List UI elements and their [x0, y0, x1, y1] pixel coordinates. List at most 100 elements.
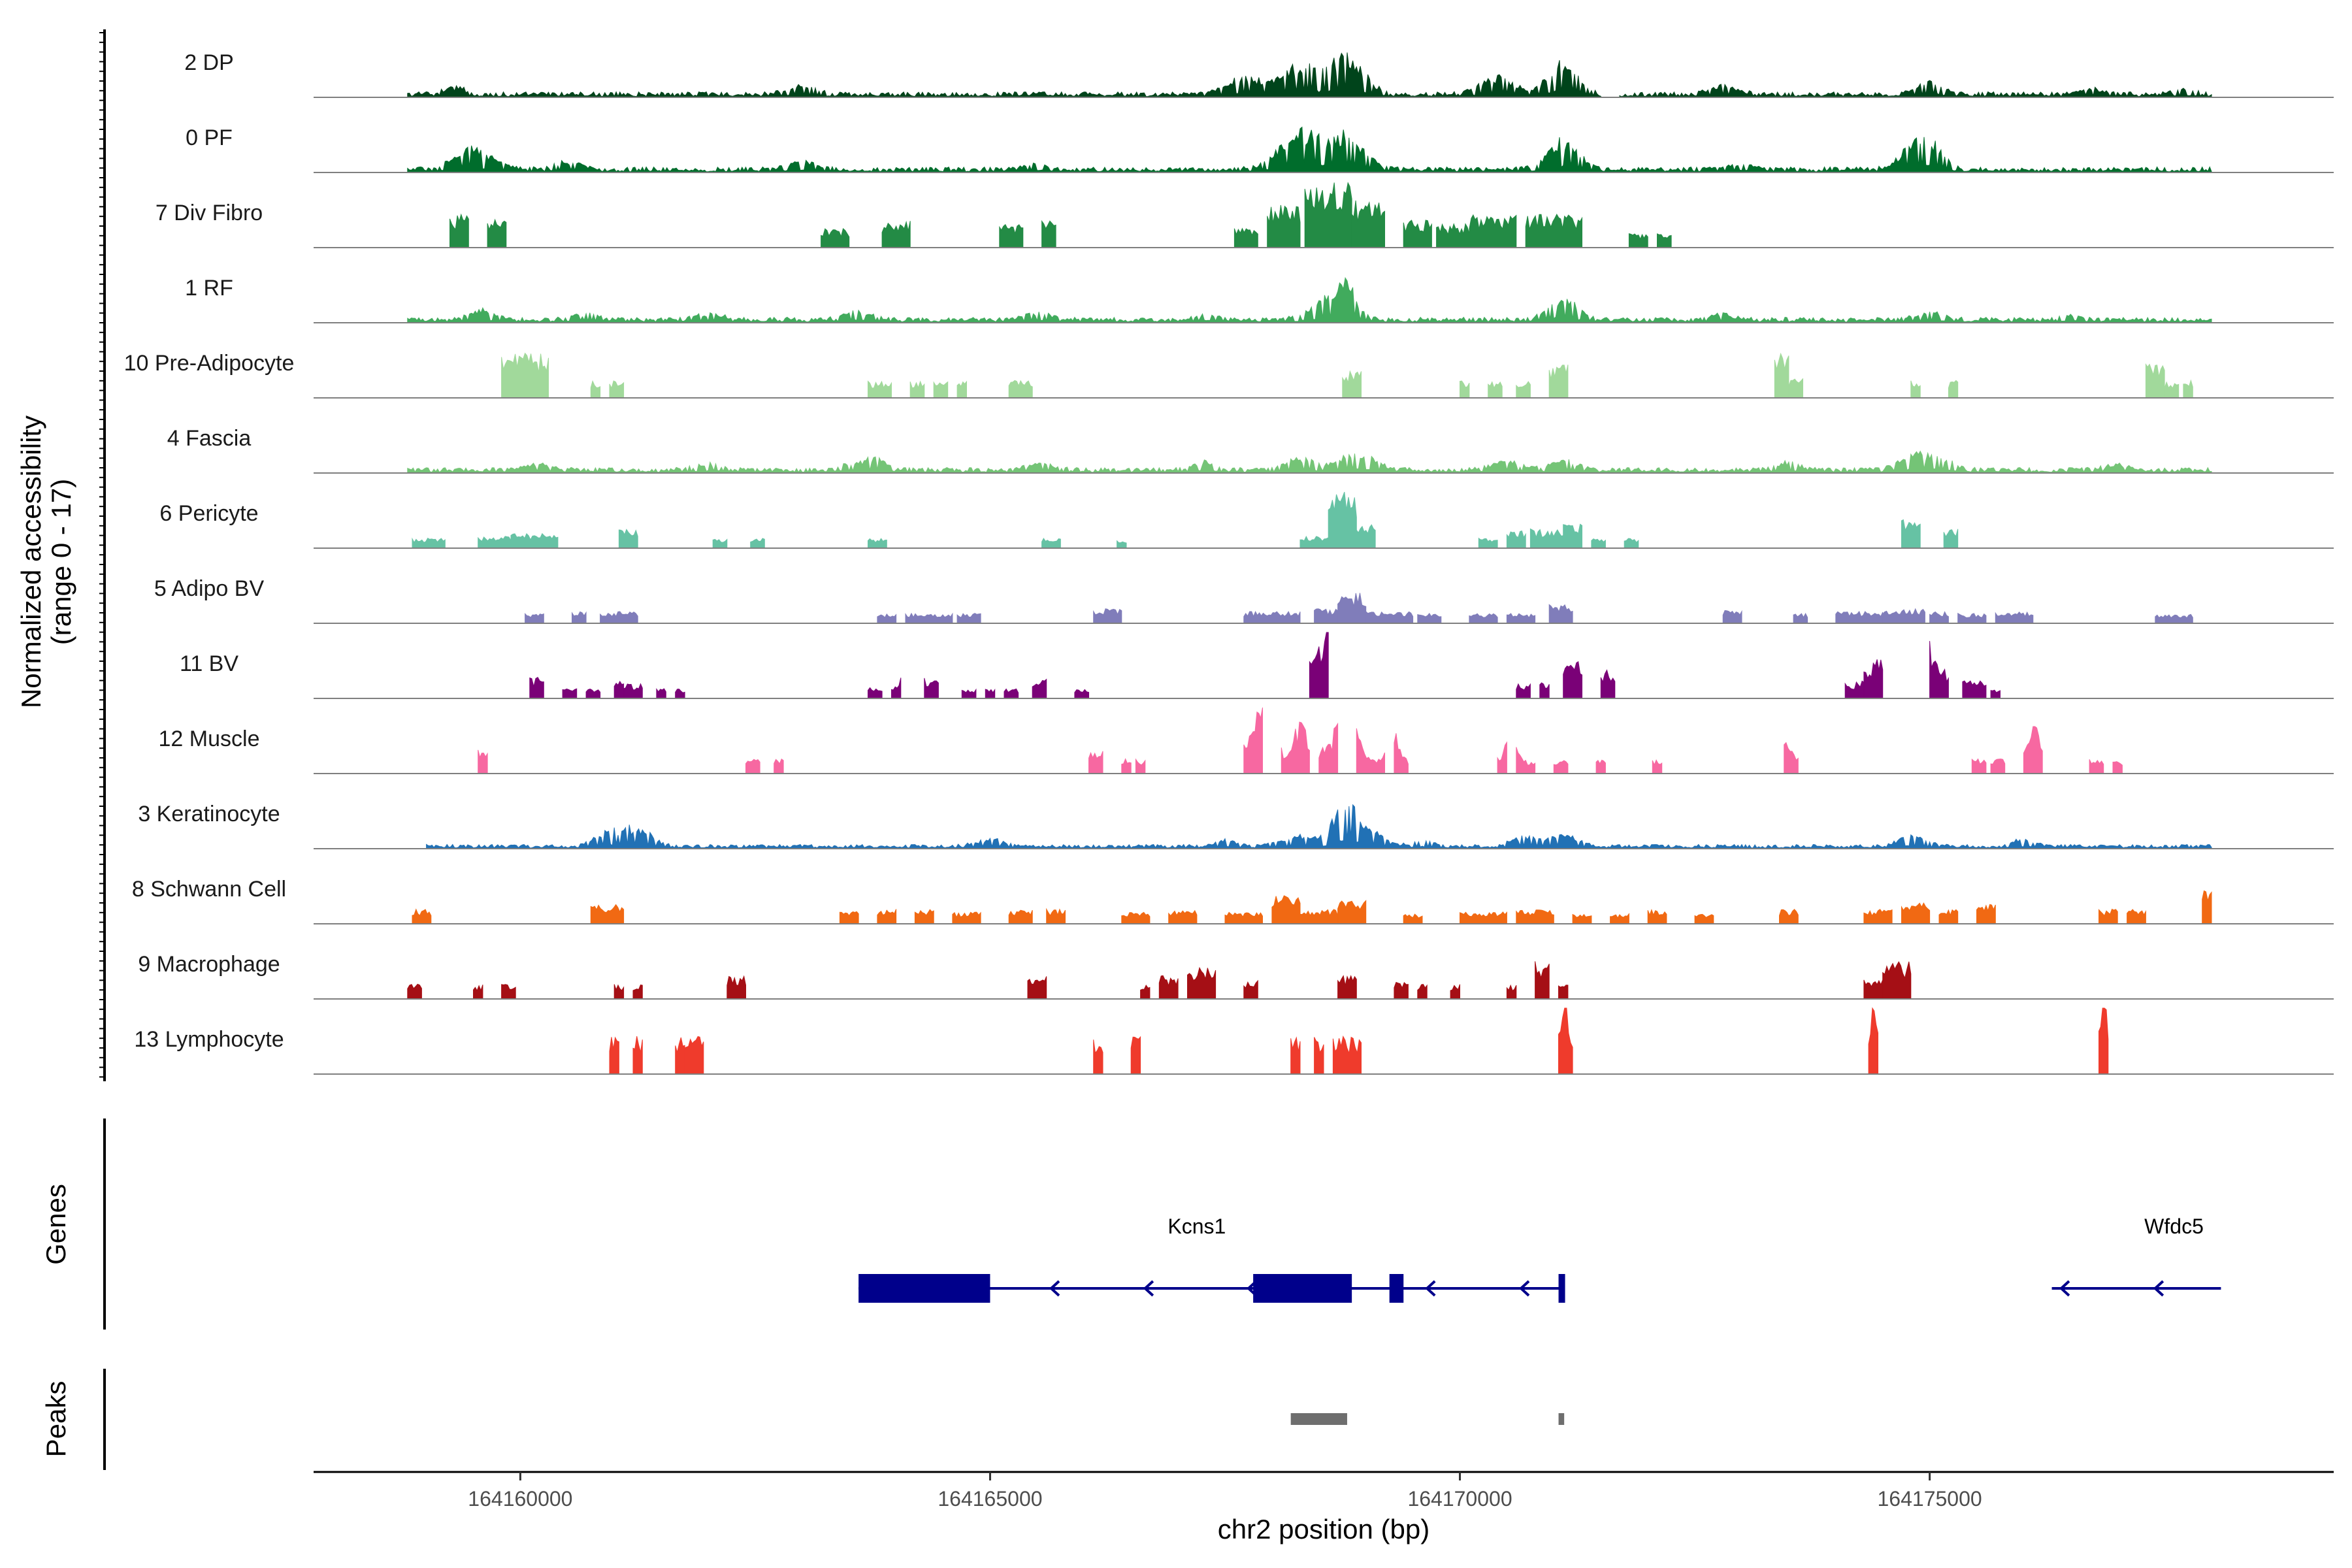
coverage-block	[1657, 233, 1672, 248]
coverage-block	[525, 613, 544, 623]
coverage-block	[1962, 680, 1987, 698]
coverage-block	[1910, 380, 1921, 398]
coverage-block	[1516, 381, 1531, 398]
track-4-fascia: 4 Fascia	[167, 426, 2334, 474]
track-8-schwann-cell: 8 Schwann Cell	[132, 877, 2334, 924]
coverage-block	[478, 536, 512, 548]
coverage-block	[632, 984, 643, 999]
coverage-block	[473, 985, 483, 999]
coverage-area	[1619, 80, 2212, 97]
coverage-block	[1774, 352, 1789, 398]
coverage-block	[1403, 220, 1432, 248]
coverage-block	[487, 218, 507, 248]
gene-kcns1: Kcns1	[858, 1215, 1565, 1303]
gene-exon	[1389, 1274, 1404, 1303]
coverage-tracks: 2 DP 0 PF 7 Div Fibro 1 RF 10 Pre-Adipocyte 4…	[124, 50, 2334, 1075]
coverage-y-axis	[99, 29, 106, 1081]
track-label: 4 Fascia	[167, 426, 252, 451]
coverage-block	[1365, 610, 1414, 623]
coverage-block	[1595, 759, 1606, 774]
coverage-block	[712, 538, 728, 548]
coverage-block	[1356, 524, 1376, 548]
track-9-macrophage: 9 Macrophage	[138, 952, 2334, 1000]
coverage-block	[1032, 678, 1047, 698]
coverage-area	[407, 277, 2212, 323]
coverage-block	[1694, 913, 1714, 924]
coverage-block	[1788, 378, 1803, 398]
coverage-block	[1304, 182, 1352, 248]
coverage-block	[1168, 909, 1198, 924]
x-axis-tick-label: 164160000	[468, 1487, 572, 1511]
coverage-block	[1506, 613, 1536, 623]
coverage-block	[585, 688, 601, 698]
strand-arrow	[1049, 1280, 1060, 1297]
track-label: 10 Pre-Adipocyte	[124, 351, 295, 376]
gene-label: Kcns1	[1168, 1215, 1226, 1238]
coverage-block	[1553, 760, 1569, 774]
coverage-block	[1784, 742, 1799, 774]
coverage-block	[868, 687, 883, 698]
coverage-block	[613, 984, 625, 999]
coverage-block	[1516, 747, 1536, 774]
coverage-block	[2023, 726, 2043, 774]
track-6-pericyte: 6 Pericyte	[159, 491, 2334, 549]
coverage-block	[1450, 984, 1460, 999]
coverage-block	[1299, 535, 1329, 548]
coverage-block	[1140, 984, 1151, 999]
coverage-block	[1314, 1037, 1324, 1074]
coverage-block	[1548, 604, 1573, 623]
gene-exon	[1558, 1274, 1565, 1303]
coverage-block	[590, 904, 625, 924]
coverage-block	[881, 220, 911, 248]
gene-models: Kcns1 Wfdc5	[858, 1215, 2221, 1303]
coverage-block	[1041, 220, 1056, 248]
coverage-block	[1135, 758, 1146, 774]
coverage-block	[1337, 900, 1367, 924]
coverage-block	[1628, 233, 1648, 248]
coverage-block	[1351, 200, 1385, 248]
coverage-block	[727, 975, 746, 999]
coverage-block	[1004, 688, 1019, 698]
peak-regions	[1290, 1413, 1565, 1425]
strand-arrow	[1519, 1280, 1530, 1297]
coverage-block	[1793, 613, 1808, 623]
coverage-block	[868, 538, 887, 548]
coverage-block	[877, 613, 897, 623]
coverage-block	[1008, 380, 1033, 398]
coverage-block	[1901, 902, 1931, 924]
coverage-block	[412, 537, 446, 548]
coverage-block	[1948, 380, 1959, 398]
y-axis-title-range: (range 0 - 17)	[46, 479, 76, 645]
x-axis-tick-label: 164165000	[938, 1487, 1042, 1511]
coverage-block	[1314, 608, 1339, 623]
coverage-block	[905, 612, 953, 623]
coverage-block	[1121, 758, 1132, 774]
peak-region	[1558, 1413, 1565, 1425]
coverage-block	[1506, 530, 1526, 548]
coverage-block	[501, 984, 516, 999]
coverage-block	[1008, 909, 1033, 924]
coverage-block	[1342, 370, 1362, 398]
coverage-block	[2164, 381, 2180, 398]
coverage-block	[510, 532, 559, 548]
coverage-block	[1041, 538, 1061, 548]
coverage-block	[1027, 976, 1047, 999]
gene-wfdc5: Wfdc5	[2051, 1215, 2221, 1297]
coverage-block	[1187, 966, 1217, 999]
coverage-block	[2089, 759, 2104, 774]
coverage-block	[1929, 641, 1949, 698]
coverage-block	[2202, 890, 2212, 924]
coverage-area	[407, 52, 1601, 97]
coverage-block	[985, 688, 996, 698]
y-axis-title: Normalized accessibility (range 0 - 17)	[16, 416, 76, 708]
coverage-block	[821, 227, 850, 248]
x-axis-tick-label: 164170000	[1407, 1487, 1512, 1511]
track-label: 1 RF	[185, 276, 233, 301]
track-10-pre-adipocyte: 10 Pre-Adipocyte	[124, 351, 2334, 399]
coverage-block	[1558, 1007, 1573, 1074]
coverage-block	[609, 1036, 619, 1074]
coverage-block	[868, 380, 892, 398]
coverage-block	[1093, 1039, 1103, 1074]
coverage-block	[1356, 728, 1385, 774]
coverage-block	[1563, 523, 1582, 548]
